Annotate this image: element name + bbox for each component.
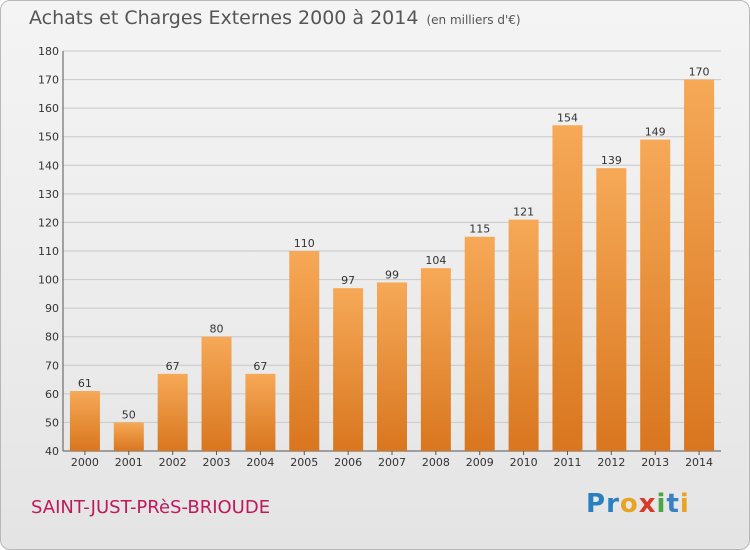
bar-2013 [640, 139, 671, 452]
bar-value-label: 110 [294, 237, 315, 250]
labels: 40 50 60 70 80 90 100 110 120 130 140 150 160 170 180 2… [38, 45, 713, 469]
logo-letter: x [638, 489, 657, 519]
y-tick-label: 50 [45, 416, 59, 429]
bar-value-label: 80 [210, 323, 224, 336]
bar-2014 [684, 79, 715, 452]
x-tick-label: 2002 [159, 456, 187, 469]
bar-value-label: 99 [385, 268, 399, 281]
bar-2004 [245, 373, 276, 451]
y-tick-label: 110 [38, 245, 59, 258]
x-tick-label: 2006 [334, 456, 362, 469]
x-tick-label: 2003 [203, 456, 231, 469]
bar-2011 [552, 125, 583, 452]
y-tick-label: 130 [38, 188, 59, 201]
x-tick-label: 2009 [466, 456, 494, 469]
bar-value-label: 50 [122, 408, 136, 421]
y-tick-label: 40 [45, 445, 59, 458]
x-tick-label: 2008 [422, 456, 450, 469]
logo-letter: i [679, 489, 690, 519]
bar-value-label: 67 [253, 360, 267, 373]
logo-letter: t [666, 489, 680, 519]
bars [69, 79, 715, 452]
x-tick-label: 2013 [641, 456, 669, 469]
bar-value-label: 115 [469, 223, 490, 236]
bar-2002 [157, 373, 188, 451]
x-tick-label: 2004 [246, 456, 274, 469]
bar-2005 [289, 251, 320, 451]
y-tick-label: 150 [38, 131, 59, 144]
y-tick-label: 120 [38, 216, 59, 229]
y-tick-label: 100 [38, 274, 59, 287]
bar-2012 [596, 168, 627, 451]
bar-value-label: 104 [425, 254, 446, 267]
y-tick-label: 80 [45, 331, 59, 344]
bar-2000 [69, 391, 100, 451]
x-tick-label: 2010 [510, 456, 538, 469]
bar-value-label: 61 [78, 377, 92, 390]
logo-letter: o [619, 489, 639, 519]
y-tick-label: 140 [38, 159, 59, 172]
y-tick-label: 60 [45, 388, 59, 401]
bar-value-label: 170 [689, 66, 710, 79]
chart-title: Achats et Charges Externes 2000 à 2014 (e… [29, 7, 521, 29]
place-name: SAINT-JUST-PRèS-BRIOUDE [31, 497, 271, 518]
bar-value-label: 154 [557, 111, 578, 124]
y-tick-label: 90 [45, 302, 59, 315]
bar-value-label: 139 [601, 154, 622, 167]
x-tick-label: 2005 [290, 456, 318, 469]
y-tick-label: 170 [38, 74, 59, 87]
bar-value-label: 121 [513, 206, 534, 219]
logo-letter: r [606, 489, 620, 519]
x-tick-label: 2011 [553, 456, 581, 469]
bar-2009 [464, 236, 495, 451]
bar-value-label: 67 [166, 360, 180, 373]
bar-2008 [420, 268, 451, 451]
chart-title-text: Achats et Charges Externes 2000 à 2014 [29, 7, 419, 29]
y-tick-label: 180 [38, 45, 59, 58]
bar-2010 [508, 219, 539, 451]
proxiti-logo: Proxiti [586, 489, 690, 519]
y-tick-label: 160 [38, 102, 59, 115]
bar-2006 [333, 288, 364, 451]
x-tick-label: 2007 [378, 456, 406, 469]
x-tick-label: 2001 [115, 456, 143, 469]
chart-unit: (en milliers d'€) [426, 13, 521, 27]
x-tick-label: 2014 [685, 456, 713, 469]
bar-value-label: 97 [341, 274, 355, 287]
bar-2001 [113, 422, 144, 451]
x-tick-label: 2012 [597, 456, 625, 469]
x-tick-label: 2000 [71, 456, 99, 469]
bar-2007 [377, 282, 407, 451]
logo-letter: P [586, 489, 607, 519]
y-tick-label: 70 [45, 359, 59, 372]
bar-value-label: 149 [645, 126, 666, 139]
bar-2003 [201, 336, 232, 451]
logo-letter: i [656, 489, 667, 519]
